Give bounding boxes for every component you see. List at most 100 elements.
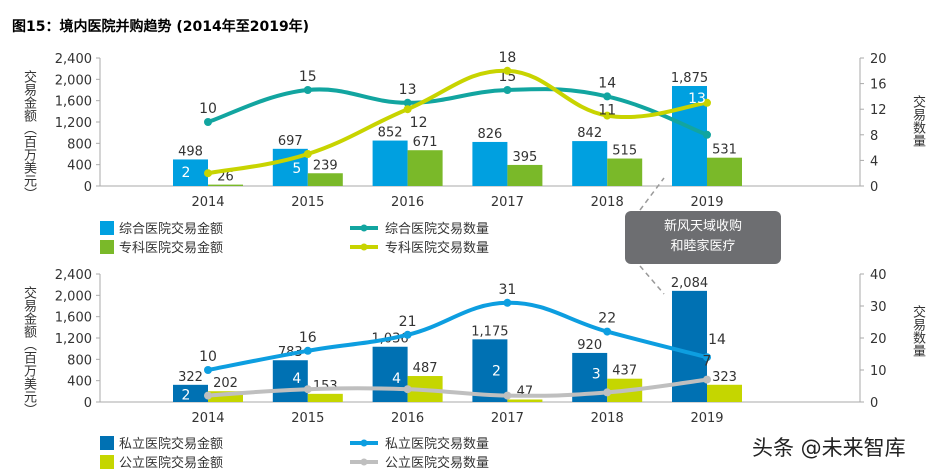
line-value-label: 14 xyxy=(708,332,726,348)
y2-tick-label: 40 xyxy=(870,268,887,283)
chart-title: 图15：境内医院并购趋势 (2014年至2019年) xyxy=(12,19,310,35)
line-point xyxy=(204,118,212,126)
y2-tick-label: 12 xyxy=(870,103,887,118)
y2-tick-label: 30 xyxy=(870,300,887,315)
annotation-box: 新风天域收购 和睦家医疗 xyxy=(625,211,781,264)
legend-label: 综合医院交易金额 xyxy=(119,221,223,237)
line-value-label: 10 xyxy=(199,349,217,365)
series-line xyxy=(207,377,708,398)
bar-value-label: 153 xyxy=(313,379,338,394)
y-axis-label-top: 交易金额（百万美元） xyxy=(21,70,36,200)
line-value-label: 15 xyxy=(299,69,317,85)
x-tick-label: 2015 xyxy=(291,411,324,426)
bar-value-label: 2,084 xyxy=(671,276,708,291)
x-tick-label: 2019 xyxy=(690,411,723,426)
line-value-label: 13 xyxy=(688,91,706,107)
line-point xyxy=(403,105,412,114)
bar-value-label: 1,175 xyxy=(471,324,508,339)
legend-swatch xyxy=(100,436,114,450)
bar-value-label: 515 xyxy=(612,144,637,159)
bar-value-label: 852 xyxy=(378,126,403,141)
line-point xyxy=(303,86,312,94)
y-tick-label: 1,600 xyxy=(55,95,92,110)
y-tick-label: 1,600 xyxy=(55,311,92,326)
y-tick-label: 2,000 xyxy=(55,289,92,304)
line-point xyxy=(303,385,312,394)
line-value-label: 18 xyxy=(498,50,516,66)
bar xyxy=(572,141,608,186)
line-value-label: 14 xyxy=(598,75,616,91)
y-tick-label: 800 xyxy=(67,137,92,152)
legend-label: 综合医院交易数量 xyxy=(385,221,489,237)
y-tick-label: 400 xyxy=(67,375,92,390)
y-tick-label: 2,400 xyxy=(55,268,92,283)
line-point xyxy=(703,375,711,384)
y2-tick-label: 4 xyxy=(870,154,878,169)
legend-swatch xyxy=(100,221,114,235)
series-line xyxy=(207,68,708,176)
line-value-label: 7 xyxy=(703,354,712,370)
bar xyxy=(307,393,343,402)
y-tick-label: 400 xyxy=(67,159,92,174)
line-point xyxy=(303,346,312,355)
bar-value-label: 920 xyxy=(577,338,602,353)
watermark: 头条 @未来智库 xyxy=(752,436,906,460)
x-tick-label: 2019 xyxy=(690,195,723,210)
y2-axis-label-bottom: 交易数量 xyxy=(910,305,925,357)
bar xyxy=(307,173,343,186)
legend-label: 公立医院交易数量 xyxy=(385,455,489,471)
line-value-label: 21 xyxy=(399,314,417,330)
legend-swatch xyxy=(100,455,114,469)
x-tick-label: 2018 xyxy=(591,411,624,426)
line-point xyxy=(204,366,212,374)
y-axis-label-bottom: 交易金额（百万美元） xyxy=(21,286,36,416)
y-tick-label: 1,200 xyxy=(55,116,92,131)
x-tick-label: 2014 xyxy=(191,411,224,426)
bar xyxy=(707,384,742,402)
bar-value-label: 671 xyxy=(413,135,438,150)
legend-marker xyxy=(360,439,368,447)
bar xyxy=(208,184,243,186)
bar-value-label: 826 xyxy=(477,127,502,142)
bar xyxy=(507,164,543,186)
line-point xyxy=(503,66,512,75)
line-value-label: 4 xyxy=(392,371,401,387)
line-point xyxy=(303,150,312,158)
x-tick-label: 2018 xyxy=(591,195,624,210)
y2-tick-label: 0 xyxy=(870,180,878,195)
bar xyxy=(407,150,443,186)
y-tick-label: 800 xyxy=(67,353,92,368)
line-value-label: 16 xyxy=(299,330,317,346)
line-point xyxy=(204,169,212,178)
bar-value-label: 697 xyxy=(278,134,303,149)
x-tick-label: 2014 xyxy=(191,195,224,210)
legend-label: 专科医院交易数量 xyxy=(385,240,489,256)
legend-label: 私立医院交易金额 xyxy=(119,436,223,452)
y2-tick-label: 20 xyxy=(870,52,887,67)
bar-value-label: 437 xyxy=(612,364,637,379)
line-point xyxy=(603,92,612,101)
legend-label: 私立医院交易数量 xyxy=(385,436,489,452)
y-tick-label: 0 xyxy=(84,396,92,411)
line-point xyxy=(503,391,512,400)
line-value-label: 22 xyxy=(598,311,616,327)
y-tick-label: 2,000 xyxy=(55,73,92,88)
bar-value-label: 322 xyxy=(178,370,203,385)
legend-marker xyxy=(360,243,368,251)
legend-swatch xyxy=(100,240,114,254)
legend-marker xyxy=(360,224,368,232)
bar xyxy=(372,346,408,402)
legend-marker xyxy=(360,458,368,466)
line-value-label: 2 xyxy=(182,165,191,181)
x-tick-label: 2016 xyxy=(391,411,424,426)
legend-label: 公立医院交易金额 xyxy=(119,455,223,471)
x-tick-label: 2017 xyxy=(491,411,524,426)
x-tick-label: 2016 xyxy=(391,195,424,210)
line-point xyxy=(603,327,612,336)
bar xyxy=(507,399,543,402)
bar-value-label: 202 xyxy=(213,376,238,391)
x-tick-label: 2015 xyxy=(291,195,324,210)
bar-value-label: 239 xyxy=(313,158,338,173)
bar-value-label: 842 xyxy=(577,126,602,141)
